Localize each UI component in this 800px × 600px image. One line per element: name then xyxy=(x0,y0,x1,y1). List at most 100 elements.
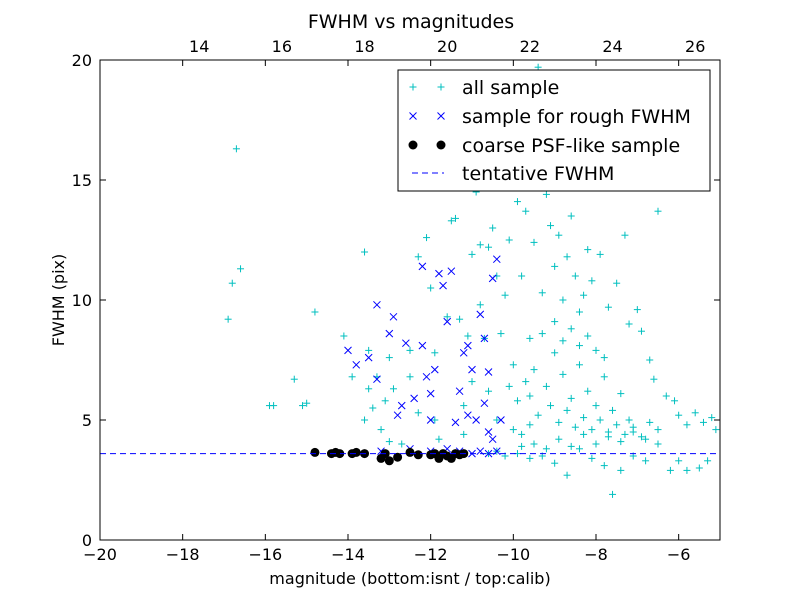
data-point-plus xyxy=(559,296,567,304)
legend-label: tentative FWHM xyxy=(462,163,614,185)
data-point-plus xyxy=(592,440,600,448)
legend-box xyxy=(397,69,711,192)
data-point-plus xyxy=(443,313,451,321)
legend-entry: tentative FWHM xyxy=(412,163,614,185)
data-point-plus xyxy=(637,433,645,441)
data-point-dot xyxy=(393,452,403,462)
data-point-cross xyxy=(439,281,447,290)
data-point-plus xyxy=(513,397,521,405)
data-point-cross xyxy=(480,399,489,408)
data-point-plus xyxy=(423,234,431,242)
data-point-plus xyxy=(642,435,650,443)
data-point-plus xyxy=(381,397,389,405)
legend-entry: sample for rough FWHM xyxy=(409,106,691,128)
data-point-plus xyxy=(542,382,550,390)
data-point-plus xyxy=(571,272,579,280)
data-point-plus xyxy=(584,332,592,340)
data-point-plus xyxy=(563,406,571,414)
data-point-plus xyxy=(493,416,501,424)
y-axis-label: FWHM (pix) xyxy=(49,254,68,347)
data-point-plus xyxy=(580,414,588,422)
data-point-plus xyxy=(542,190,550,198)
data-point-plus xyxy=(625,320,633,328)
data-point-plus xyxy=(547,402,555,410)
data-point-plus xyxy=(385,354,393,362)
top-tick-label: 16 xyxy=(272,37,292,56)
data-point-plus xyxy=(596,416,604,424)
data-point-plus xyxy=(650,375,658,383)
legend-swatch xyxy=(436,140,446,150)
data-point-plus xyxy=(311,308,319,316)
data-point-plus xyxy=(588,426,596,434)
data-point-plus xyxy=(613,421,621,429)
data-point-plus xyxy=(509,361,517,369)
data-point-plus xyxy=(617,390,625,398)
data-point-plus xyxy=(551,318,559,326)
data-point-plus xyxy=(613,279,621,287)
data-point-plus xyxy=(290,375,298,383)
data-point-plus xyxy=(617,438,625,446)
data-point-dot xyxy=(310,447,320,457)
data-point-plus xyxy=(427,284,435,292)
data-point-plus xyxy=(224,315,232,323)
data-point-plus xyxy=(468,250,476,258)
data-point-plus xyxy=(596,250,604,258)
data-point-plus xyxy=(646,356,654,364)
data-point-dot xyxy=(335,449,345,459)
data-point-plus xyxy=(530,366,538,374)
top-tick-label: 22 xyxy=(520,37,540,56)
data-point-cross xyxy=(488,435,497,444)
data-point-plus xyxy=(476,301,484,309)
left-axis: 0 5 10 15 20 xyxy=(72,51,720,550)
top-tick-label: 26 xyxy=(685,37,705,56)
x-tick-label: −14 xyxy=(331,545,365,564)
data-point-plus xyxy=(460,402,468,410)
data-point-plus xyxy=(551,349,559,357)
data-point-plus xyxy=(588,454,596,462)
data-point-cross xyxy=(426,416,435,424)
data-point-plus xyxy=(654,426,662,434)
data-point-plus xyxy=(642,457,650,465)
data-point-plus xyxy=(406,346,414,354)
data-point-cross xyxy=(464,411,472,420)
data-point-plus xyxy=(414,253,422,261)
data-point-plus xyxy=(637,327,645,335)
data-point-plus xyxy=(563,253,571,261)
data-point-plus xyxy=(567,212,575,220)
data-point-cross xyxy=(497,416,505,424)
data-point-plus xyxy=(369,404,377,412)
legend-entry: all sample xyxy=(409,77,559,99)
data-point-dot xyxy=(405,447,415,457)
data-point-plus xyxy=(518,272,526,280)
legend-label: coarse PSF-like sample xyxy=(462,135,680,157)
data-point-plus xyxy=(625,416,633,424)
x-tick-label: −12 xyxy=(414,545,448,564)
data-point-cross xyxy=(459,348,468,357)
data-point-plus xyxy=(468,378,476,386)
data-point-plus xyxy=(604,303,612,311)
y-tick-label: 10 xyxy=(72,291,92,310)
data-point-dot xyxy=(351,447,361,457)
data-point-plus xyxy=(232,145,240,153)
data-point-plus xyxy=(555,435,563,443)
data-point-plus xyxy=(551,262,559,270)
data-point-plus xyxy=(497,330,505,338)
data-point-plus xyxy=(485,387,493,395)
top-axis: 14 16 18 20 22 24 26 xyxy=(189,37,705,56)
data-point-dot xyxy=(384,456,394,466)
data-point-cross xyxy=(418,341,427,350)
data-point-cross xyxy=(476,310,485,319)
data-point-cross xyxy=(455,387,464,396)
data-point-plus xyxy=(559,337,567,345)
data-point-plus xyxy=(555,418,563,426)
y-tick-label: 15 xyxy=(72,171,92,190)
data-point-plus xyxy=(398,440,406,448)
data-point-plus xyxy=(571,423,579,431)
data-point-plus xyxy=(228,279,236,287)
legend-swatch xyxy=(437,83,445,91)
data-point-cross xyxy=(352,360,361,369)
data-point-plus xyxy=(464,332,472,340)
data-point-plus xyxy=(551,459,559,467)
data-point-plus xyxy=(518,442,526,450)
